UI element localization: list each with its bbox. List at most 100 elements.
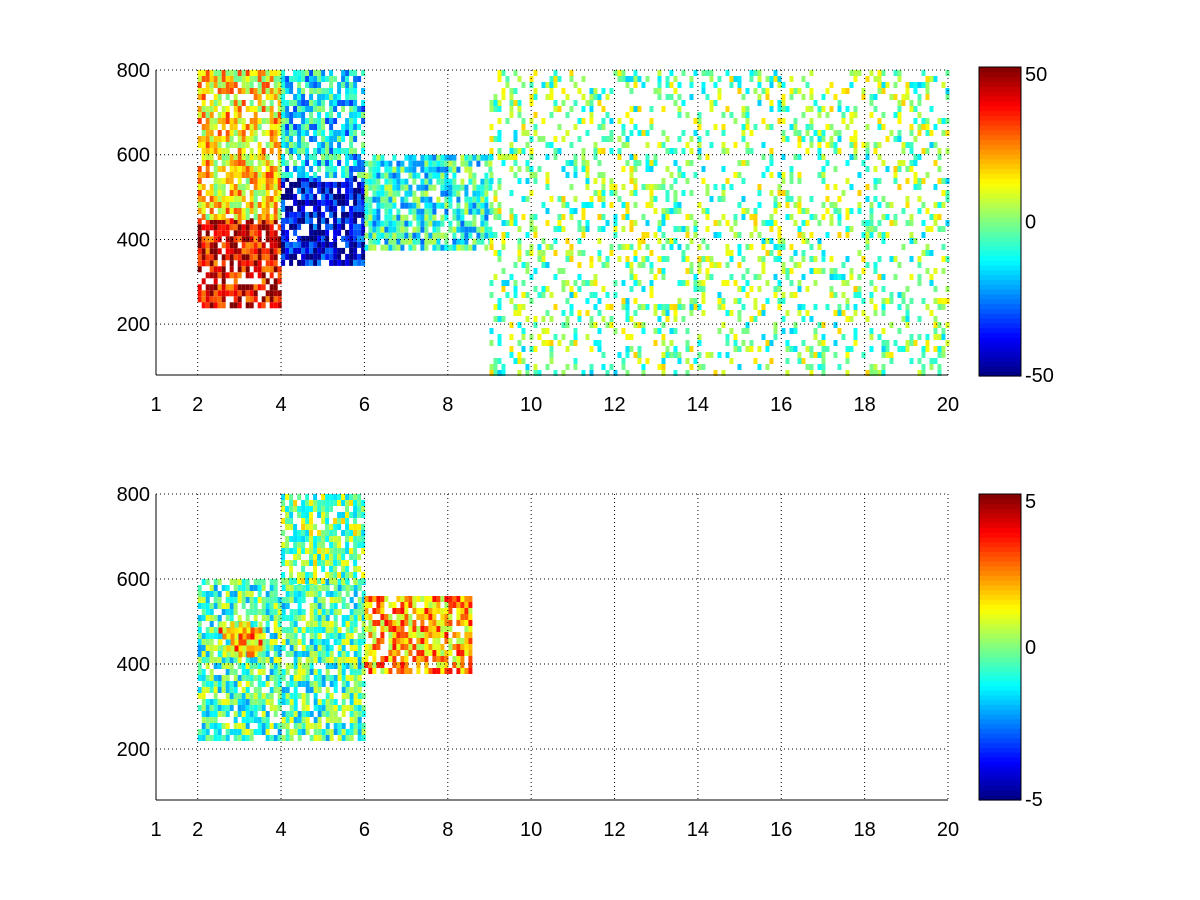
heatmap-cell [472,172,477,179]
heatmap-cell [649,286,654,292]
heatmap-cell [789,124,794,130]
heatmap-cell [209,242,214,249]
heatmap-cell [241,100,246,106]
heatmap-cell [845,124,850,130]
heatmap-cell [625,160,630,166]
heatmap-cell [281,609,286,615]
heatmap-cell [837,196,842,202]
heatmap-cell [245,254,250,261]
heatmap-cell [233,248,238,255]
heatmap-cell [933,160,938,166]
heatmap-cell [877,118,882,124]
heatmap-cell [637,352,642,358]
heatmap-cell [501,70,506,76]
heatmap-cell [209,302,214,309]
y-tick-label: 600 [117,145,150,167]
heatmap-cell [428,160,433,167]
heatmap-cell [345,621,350,627]
heatmap-cell [329,572,334,578]
heatmap-cell [689,190,694,196]
heatmap-cell [281,175,286,182]
colorbar-swatch [979,269,1021,276]
heatmap-cell [913,184,918,190]
heatmap-cell [661,256,666,262]
heatmap-cell [717,232,722,238]
heatmap-cell [468,596,473,602]
heatmap-cell [245,296,250,303]
heatmap-cell [416,208,421,215]
heatmap-cell [321,241,326,248]
heatmap-cell [325,615,330,621]
heatmap-cell [509,112,514,118]
heatmap-cell [233,202,238,208]
heatmap-cell [725,220,730,226]
heatmap-cell [420,160,425,167]
heatmap-cell [254,639,259,646]
heatmap-cell [416,238,421,245]
heatmap-cell [217,302,222,309]
heatmap-cell [380,602,385,608]
heatmap-cell [917,94,922,100]
heatmap-cell [341,645,346,651]
heatmap-cell [729,250,734,256]
heatmap-cell [289,241,294,248]
heatmap-cell [937,334,942,340]
heatmap-cell [376,196,381,203]
heatmap-cell [629,316,634,322]
heatmap-cell [305,693,310,699]
heatmap-cell [249,693,254,699]
heatmap-cell [565,202,570,208]
heatmap-cell [753,298,758,304]
heatmap-cell [305,548,310,554]
heatmap-cell [313,181,318,188]
heatmap-cell [925,346,930,352]
heatmap-cell [201,579,206,585]
heatmap-cell [781,178,786,184]
heatmap-cell [533,172,538,178]
heatmap-cell [845,352,850,358]
heatmap-cell [376,184,381,191]
heatmap-cell [233,735,238,741]
heatmap-cell [261,224,266,231]
heatmap-cell [301,729,306,735]
heatmap-cell [305,687,310,693]
heatmap-cell [797,304,802,310]
heatmap-cell [329,699,334,705]
heatmap-cell [372,638,377,644]
heatmap-cell [325,609,330,615]
heatmap-cell [201,729,206,735]
heatmap-cell [432,160,437,167]
heatmap-cell [209,70,214,76]
heatmap-cell [416,662,421,668]
heatmap-cell [493,358,498,364]
heatmap-cell [412,202,417,209]
x-tick-label: 6 [359,819,370,841]
heatmap-cell [265,597,270,603]
heatmap-cell [333,597,338,603]
heatmap-cell [273,218,278,225]
heatmap-cell [777,304,782,310]
heatmap-cell [388,620,393,626]
heatmap-cell [468,668,473,674]
heatmap-cell [665,352,670,358]
heatmap-cell [273,585,278,591]
heatmap-cell [337,500,342,506]
heatmap-cell [353,193,358,200]
heatmap-cell [257,633,262,639]
heatmap-cell [605,304,610,310]
heatmap-cell [265,621,270,627]
heatmap-cell [428,608,433,614]
heatmap-cell [229,272,234,279]
heatmap-cell [297,717,302,723]
heatmap-cell [317,560,322,566]
heatmap-cell [353,199,358,206]
heatmap-cell [597,214,602,220]
heatmap-cell [749,232,754,238]
heatmap-cell [245,711,250,717]
heatmap-cell [301,217,306,224]
heatmap-cell [317,609,322,615]
heatmap-cell [357,199,362,206]
heatmap-cell [913,106,918,112]
heatmap-cell [313,130,318,136]
heatmap-cell [221,711,226,717]
